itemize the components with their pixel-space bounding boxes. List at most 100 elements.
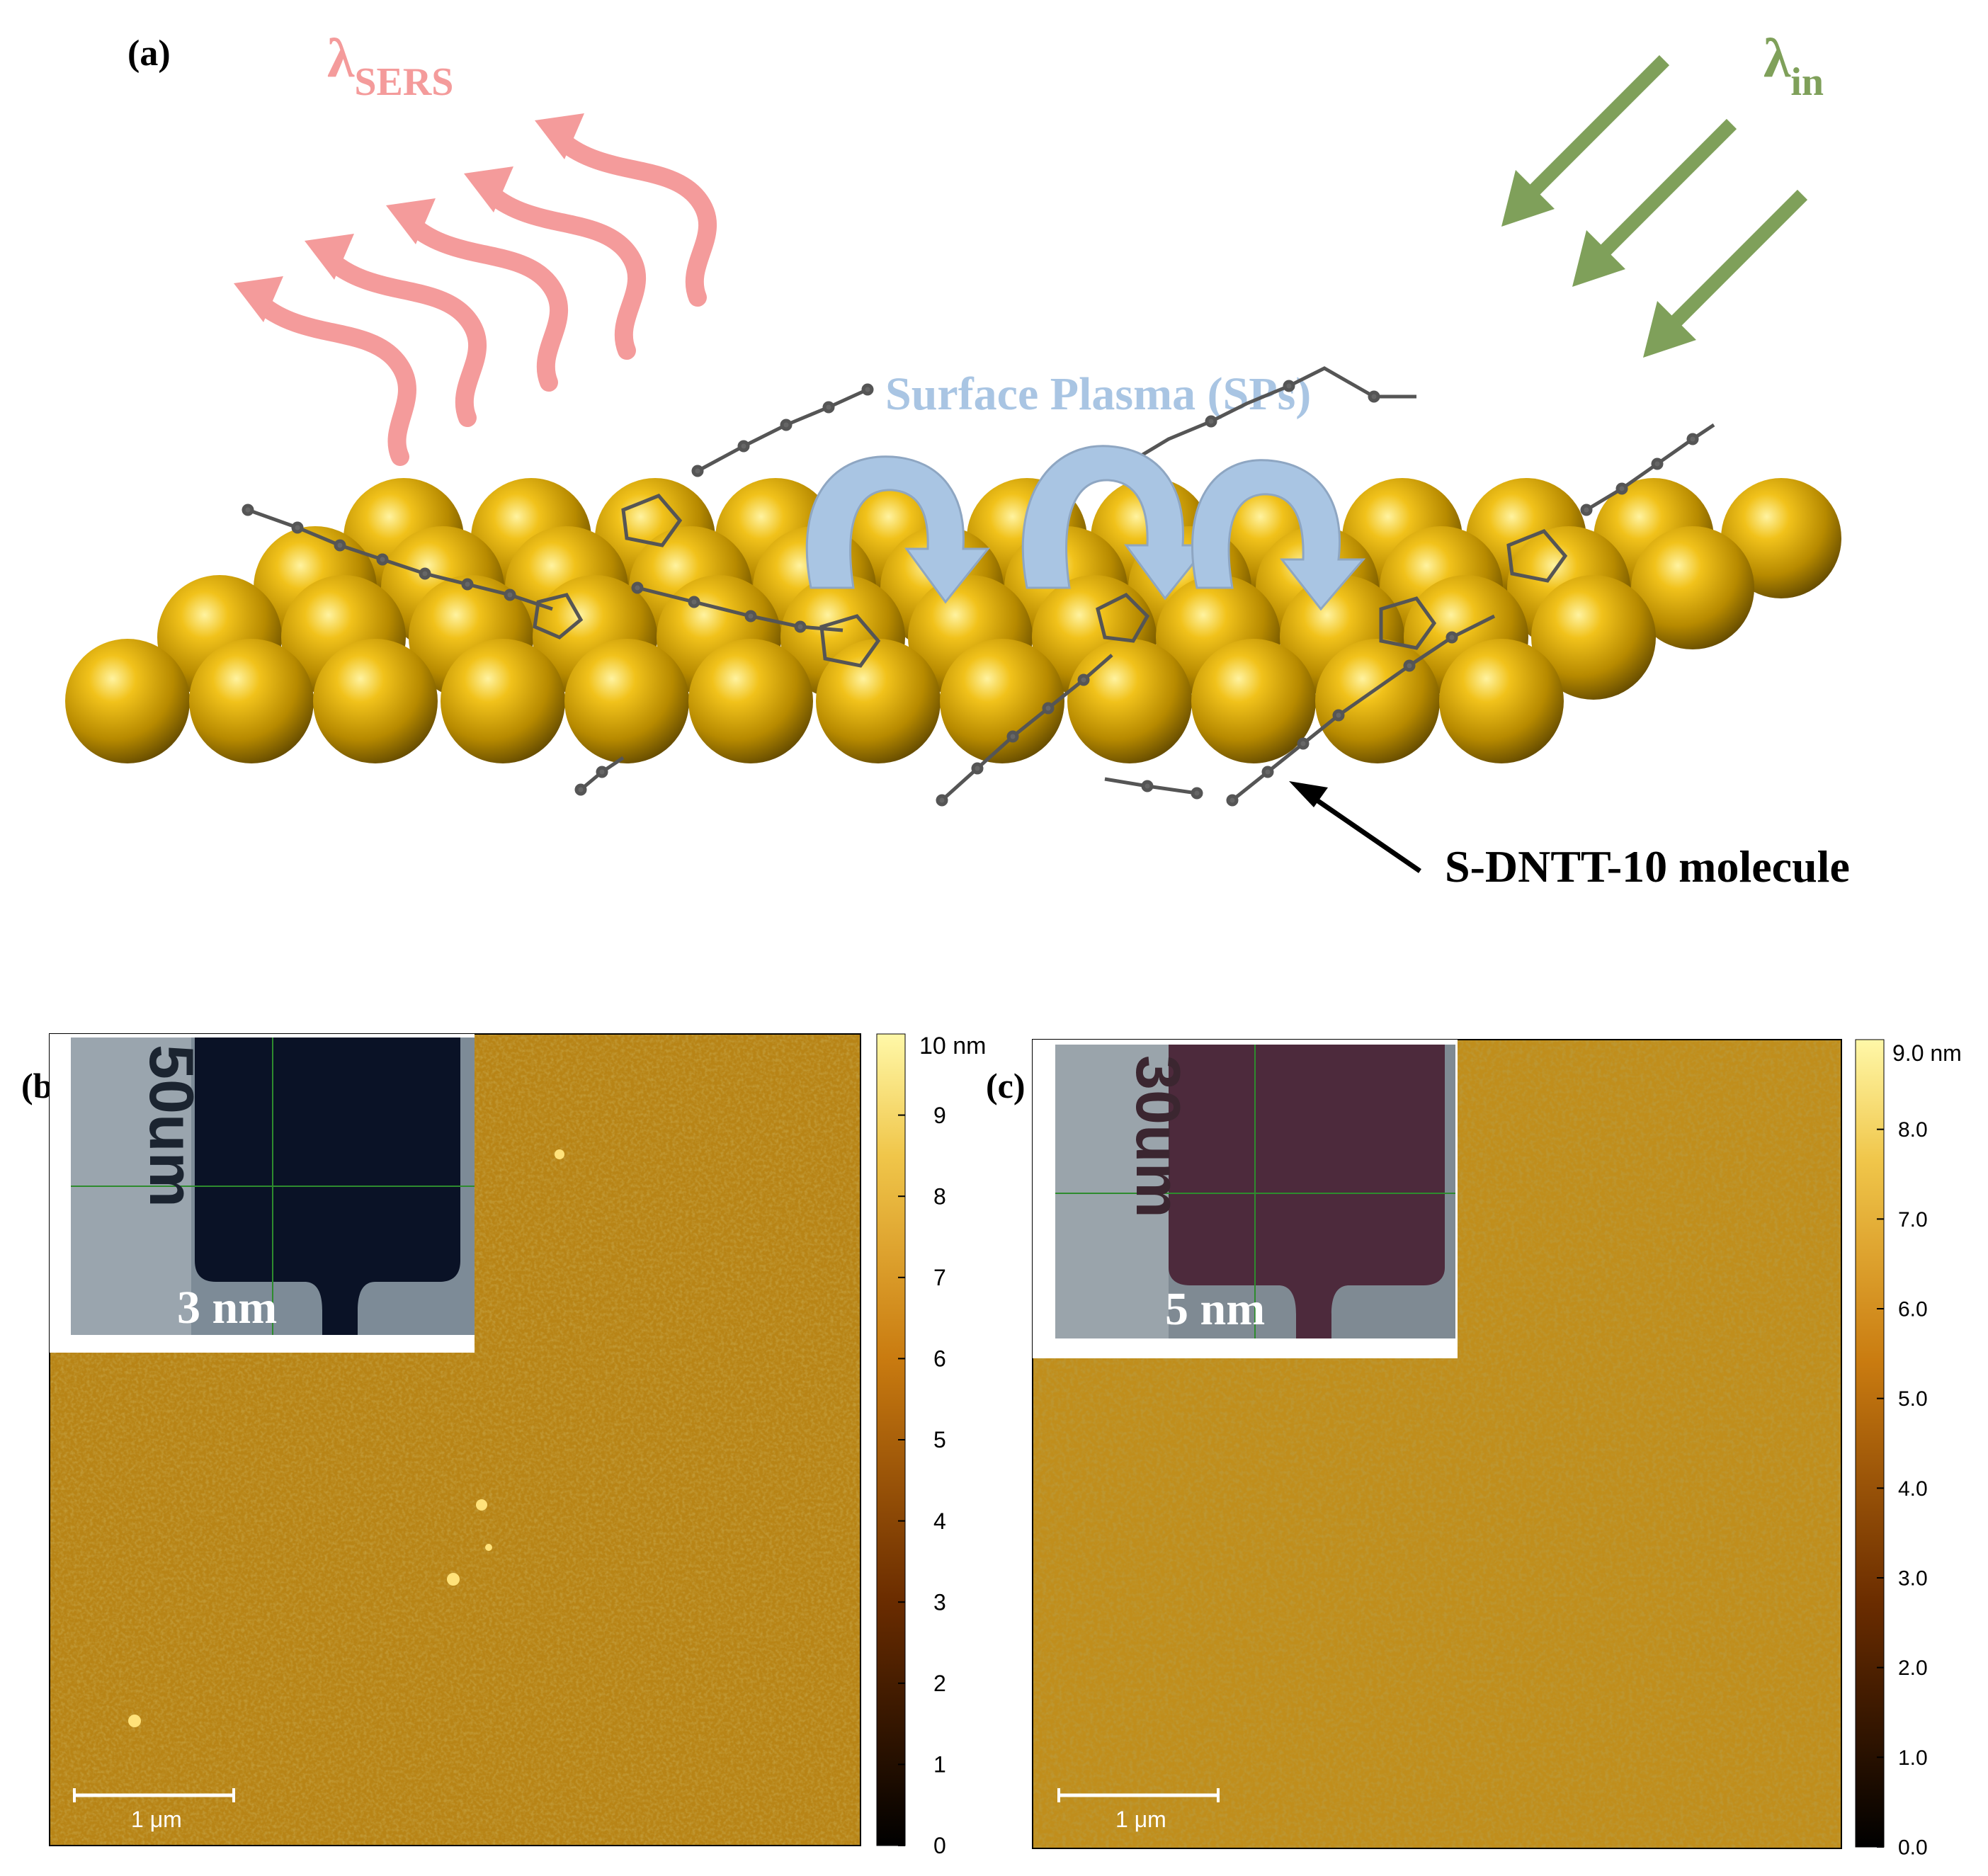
colorbar-b-tick-label: 1 bbox=[933, 1752, 946, 1778]
afm-particle bbox=[555, 1149, 564, 1159]
sers-wave-arrow bbox=[324, 253, 487, 427]
colorbar-b-tick-label: 8 bbox=[933, 1183, 946, 1209]
gold-sphere bbox=[1631, 526, 1754, 649]
molecule-chain bbox=[1226, 596, 1496, 807]
afm-particle bbox=[447, 1573, 460, 1586]
gold-sphere bbox=[313, 639, 438, 763]
colorbar-c-top-label: 9.0 nm bbox=[1892, 1040, 1962, 1066]
molecule-label: S-DNTT-10 molecule bbox=[1445, 841, 1850, 892]
inset-c-electrode bbox=[1169, 1045, 1445, 1338]
lambda-sers-label: λSERS bbox=[327, 27, 453, 104]
molecule-pointer-arrowhead bbox=[1289, 781, 1328, 807]
colorbar-c-tick-label: 7.0 bbox=[1898, 1208, 1928, 1232]
molecule-chain bbox=[631, 581, 881, 668]
surface-plasma-label: Surface Plasma (SPs) bbox=[885, 368, 1311, 420]
scalebar-b: 1 μm bbox=[73, 1788, 235, 1832]
gold-sphere bbox=[816, 639, 941, 763]
lambda-in-symbol: λ bbox=[1763, 27, 1791, 89]
colorbar-b: 10 nm 9 8 7 6 5 4 3 2 1 0 bbox=[876, 1033, 987, 1858]
sers-arrowhead bbox=[234, 276, 283, 322]
gold-nanoparticle-layer bbox=[65, 478, 1841, 763]
sers-arrowheads bbox=[234, 113, 584, 322]
sers-wave-arrow bbox=[483, 186, 646, 360]
panel-c: (c) 30um 5 nm 1 μm 9.0 nm 8.0 7.0 6.0 5.0 4.… bbox=[986, 1039, 1962, 1860]
colorbar-b-tick-label: 5 bbox=[933, 1427, 946, 1453]
optical-inset-b: 50um 3 nm bbox=[50, 1034, 475, 1353]
gold-sphere bbox=[688, 639, 813, 763]
gold-sphere bbox=[1531, 575, 1656, 700]
incident-arrowhead bbox=[1643, 301, 1696, 358]
sers-wave-arrow bbox=[405, 217, 568, 392]
colorbar-b-tick-label: 0 bbox=[933, 1833, 946, 1858]
scalebar-c: 1 μm bbox=[1057, 1788, 1220, 1832]
s-dntt-10-molecules bbox=[242, 366, 1715, 807]
afm-particles-b bbox=[128, 1149, 564, 1727]
sers-arrowhead bbox=[535, 113, 584, 159]
optical-inset-c: 30um 5 nm bbox=[1033, 1040, 1458, 1358]
gold-sphere bbox=[1191, 639, 1316, 763]
incident-arrowhead bbox=[1501, 170, 1555, 227]
panel-c-thickness: 5 nm bbox=[1165, 1283, 1265, 1335]
colorbar-c-tick-label: 3.0 bbox=[1898, 1567, 1928, 1591]
colorbar-c: 9.0 nm 8.0 7.0 6.0 5.0 4.0 3.0 2.0 1.0 0.0 bbox=[1855, 1039, 1962, 1860]
molecule-chain bbox=[1093, 366, 1416, 643]
sers-arrowhead bbox=[464, 166, 513, 212]
molecule-chain bbox=[574, 756, 1203, 800]
sers-wave-arrow bbox=[253, 295, 416, 466]
incident-light-arrows bbox=[1501, 55, 1808, 358]
molecule-chain bbox=[1506, 423, 1715, 583]
lambda-in-label: λin bbox=[1763, 27, 1824, 104]
sers-arrowhead bbox=[305, 234, 354, 280]
scalebar-b-label: 1 μm bbox=[131, 1807, 182, 1832]
molecule-chain bbox=[242, 504, 584, 639]
colorbar-c-tick-label: 0.0 bbox=[1898, 1836, 1928, 1860]
colorbar-c-tick-label: 2.0 bbox=[1898, 1656, 1928, 1680]
gold-sphere bbox=[65, 639, 190, 763]
lambda-in-sub: in bbox=[1790, 60, 1824, 104]
panel-b: (b) 50um 3 nm 1 μm bbox=[21, 1033, 987, 1858]
inset-c-marker-text: 30um bbox=[1123, 1055, 1193, 1218]
molecule-chain bbox=[621, 383, 874, 547]
colorbar-b-tick-label: 6 bbox=[933, 1346, 946, 1372]
gold-sphere bbox=[564, 639, 689, 763]
colorbar-c-ticks: 8.0 7.0 6.0 5.0 4.0 3.0 2.0 1.0 0.0 bbox=[1877, 1118, 1928, 1860]
afm-particle bbox=[128, 1715, 141, 1727]
colorbar-c-tick-label: 1.0 bbox=[1898, 1746, 1928, 1770]
colorbar-b-tick-label: 2 bbox=[933, 1671, 946, 1696]
gold-sphere bbox=[1439, 639, 1564, 763]
gold-sphere bbox=[1067, 639, 1192, 763]
inset-b-marker-text: 50um bbox=[137, 1045, 207, 1207]
colorbar-c-tick-label: 5.0 bbox=[1898, 1387, 1928, 1411]
lambda-sers-sub: SERS bbox=[354, 60, 453, 104]
molecule-pointer bbox=[1289, 781, 1421, 873]
sers-emission-arrows bbox=[253, 132, 717, 466]
colorbar-c-tick-label: 8.0 bbox=[1898, 1118, 1928, 1142]
gold-sphere bbox=[189, 639, 314, 763]
molecule-pointer-arrow bbox=[1305, 791, 1421, 873]
afm-particle bbox=[476, 1499, 487, 1511]
colorbar-b-tick-label: 4 bbox=[933, 1508, 946, 1534]
colorbar-c-gradient bbox=[1855, 1039, 1885, 1848]
sers-wave-arrow bbox=[554, 132, 717, 307]
inset-c-substrate-left bbox=[1055, 1045, 1169, 1338]
sp-curved-arrow bbox=[1191, 459, 1366, 611]
panel-a-label: (a) bbox=[127, 33, 171, 74]
molecule-chain bbox=[936, 654, 1113, 807]
colorbar-b-tick-label: 9 bbox=[933, 1103, 946, 1128]
lambda-sers-symbol: λ bbox=[327, 27, 355, 89]
panel-b-thickness: 3 nm bbox=[177, 1282, 277, 1334]
sp-curved-arrow bbox=[805, 455, 991, 604]
colorbar-c-tick-label: 6.0 bbox=[1898, 1298, 1928, 1321]
incident-arrow bbox=[1669, 189, 1808, 328]
incident-arrowhead bbox=[1572, 230, 1625, 287]
colorbar-b-ticks: 9 8 7 6 5 4 3 2 1 0 bbox=[898, 1103, 946, 1858]
colorbar-b-top-label: 10 nm bbox=[919, 1033, 987, 1059]
surface-plasma-arrows bbox=[805, 445, 1366, 611]
sers-arrowhead bbox=[386, 198, 436, 244]
incident-arrow bbox=[1598, 118, 1737, 257]
sp-curved-arrow bbox=[1021, 445, 1210, 601]
gold-sphere bbox=[441, 639, 565, 763]
panel-a: (a) λSERS λin Su bbox=[65, 27, 1850, 892]
gold-row-front bbox=[65, 639, 1564, 763]
